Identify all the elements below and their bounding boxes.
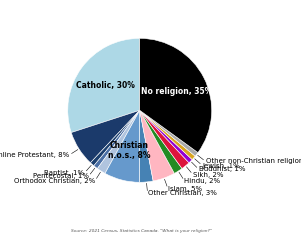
Text: No religion, 35%: No religion, 35% — [141, 87, 213, 96]
Wedge shape — [68, 38, 140, 133]
Text: Other non-Christian religions, 1%: Other non-Christian religions, 1% — [206, 158, 301, 164]
Text: Catholic, 30%: Catholic, 30% — [76, 81, 135, 90]
Text: Mainline Protestant, 8%: Mainline Protestant, 8% — [0, 152, 69, 158]
Text: Pentecostal, 1%: Pentecostal, 1% — [33, 173, 88, 179]
Wedge shape — [71, 110, 140, 163]
Text: Hindu, 2%: Hindu, 2% — [185, 178, 221, 184]
Text: Sikh, 2%: Sikh, 2% — [193, 172, 223, 178]
Text: Christian
n.o.s., 8%: Christian n.o.s., 8% — [108, 141, 150, 161]
Text: Source: 2021 Census, Statistics Canada. "What is your religion?": Source: 2021 Census, Statistics Canada. … — [71, 229, 212, 233]
Wedge shape — [105, 110, 140, 182]
Wedge shape — [140, 110, 174, 181]
Wedge shape — [98, 110, 140, 173]
Wedge shape — [140, 110, 182, 173]
Wedge shape — [140, 110, 198, 156]
Wedge shape — [94, 110, 140, 168]
Wedge shape — [140, 110, 192, 163]
Text: Islam, 5%: Islam, 5% — [168, 186, 202, 192]
Wedge shape — [140, 110, 195, 160]
Text: Baptist, 1%: Baptist, 1% — [44, 170, 85, 176]
Wedge shape — [90, 110, 140, 166]
Text: Orthodox Christian, 2%: Orthodox Christian, 2% — [14, 178, 95, 184]
Wedge shape — [140, 38, 212, 153]
Wedge shape — [140, 110, 153, 182]
Text: Jewish, 1%: Jewish, 1% — [202, 163, 240, 168]
Wedge shape — [140, 110, 189, 168]
Text: Other Christian, 3%: Other Christian, 3% — [147, 190, 216, 196]
Text: Buddhist, 1%: Buddhist, 1% — [199, 166, 245, 172]
